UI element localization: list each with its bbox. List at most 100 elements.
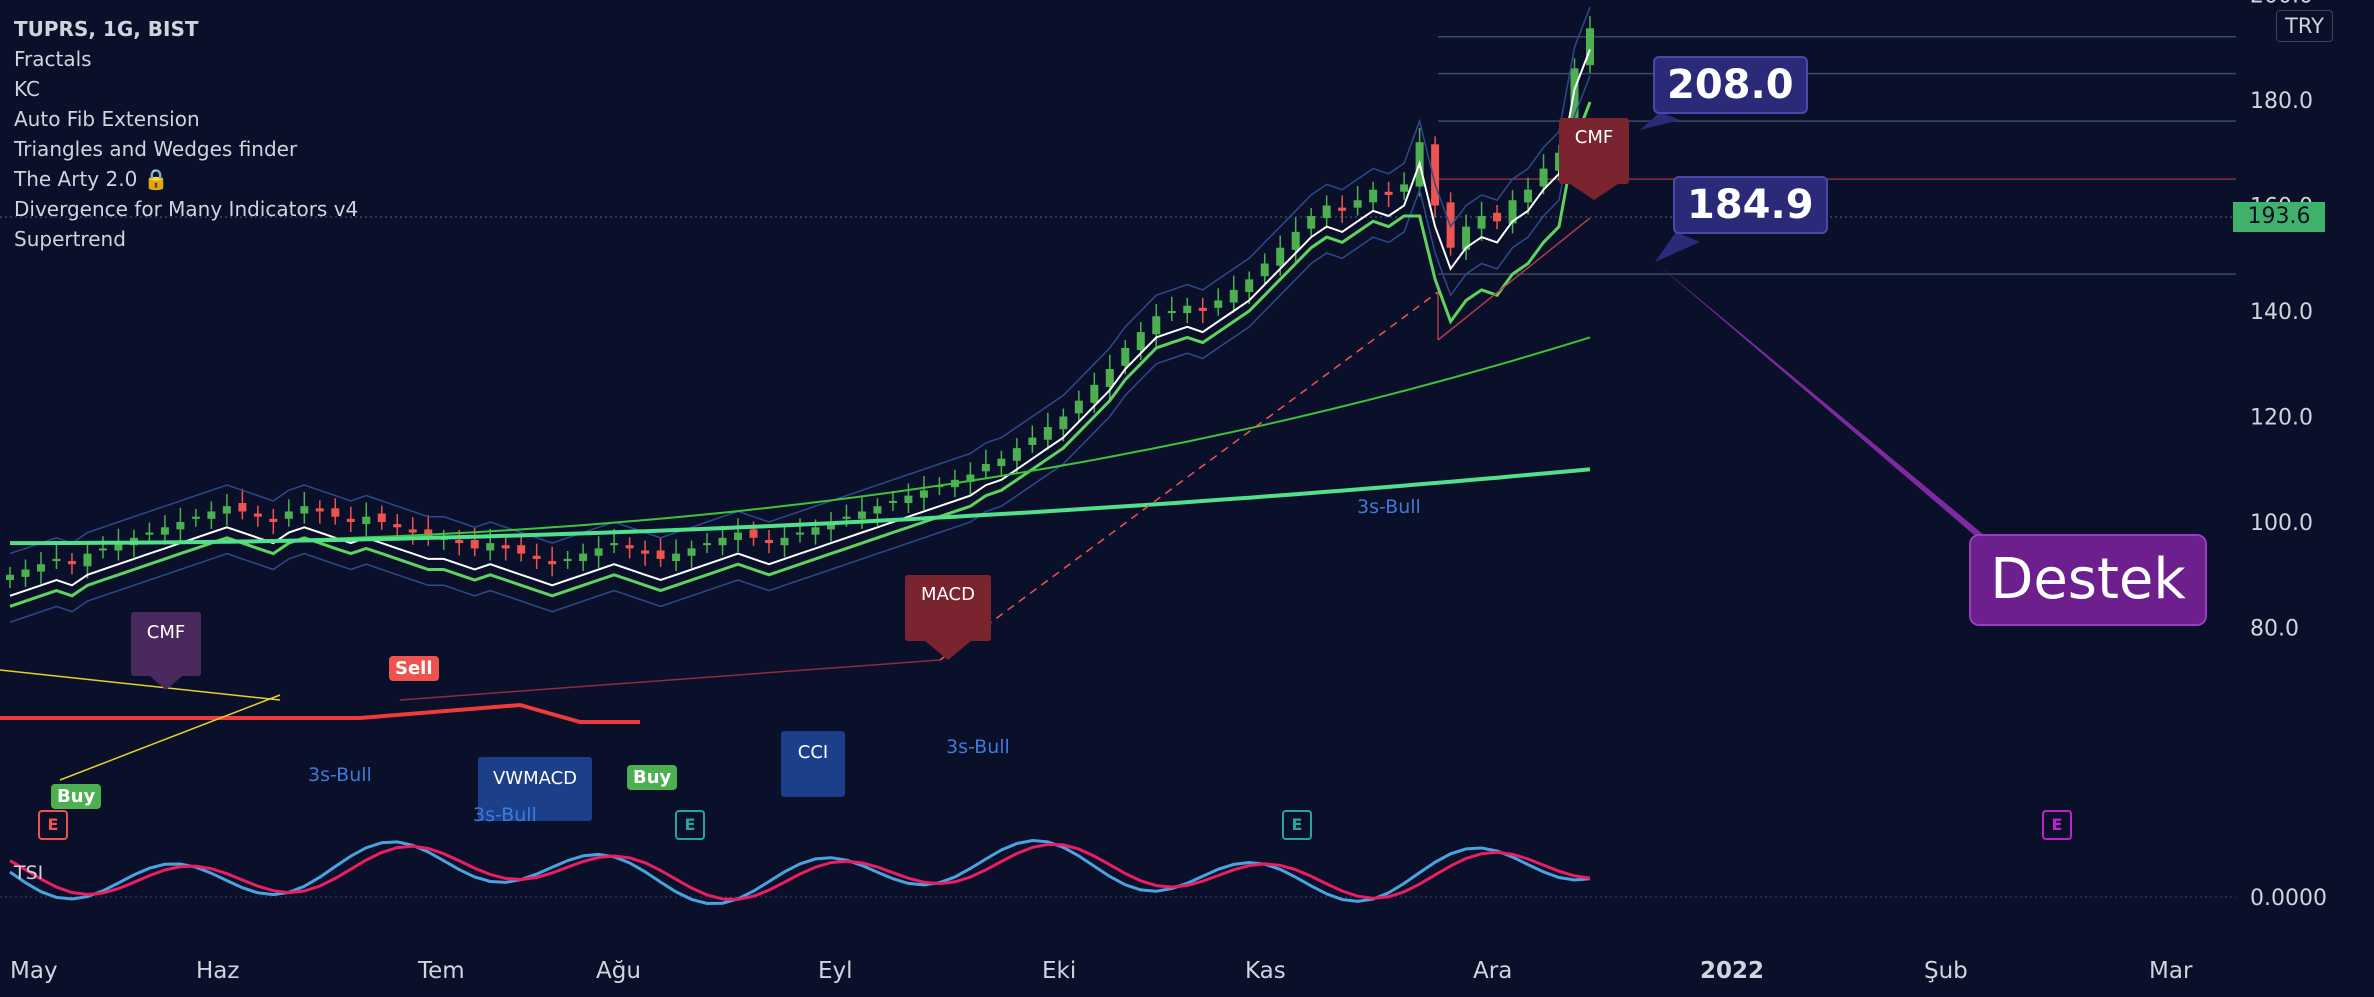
x-tick-label: Eki (1042, 958, 1076, 984)
candle-body (114, 543, 123, 551)
candle-body (269, 518, 278, 522)
candle-body (1229, 289, 1238, 303)
candle-body (83, 553, 92, 567)
candle-body (145, 532, 154, 535)
candle-body (1508, 200, 1517, 224)
divergence-line (1437, 217, 1591, 341)
macd-label: MACD (905, 575, 991, 641)
candle-body (981, 463, 990, 472)
x-tick-label: Şub (1924, 958, 1968, 984)
candle-body (734, 532, 743, 540)
candle-body (377, 513, 386, 522)
indicator-auto-fib[interactable]: Auto Fib Extension (14, 107, 200, 131)
candle-body (238, 503, 247, 512)
bull-label-2: 3s-Bull (473, 804, 537, 826)
candle-body (1276, 247, 1285, 266)
candle-body (842, 516, 851, 519)
earnings-e-icon-3[interactable]: E (1282, 810, 1312, 840)
candle-body (687, 548, 696, 556)
candle-body (966, 474, 975, 482)
y-tick-label: 100.0 (2250, 511, 2313, 536)
candle-body (1431, 144, 1440, 206)
indicator-arty[interactable]: The Arty 2.0 🔒 (14, 167, 169, 191)
candle-body (1167, 311, 1176, 314)
candle-body (563, 558, 572, 562)
candle-body (1307, 216, 1316, 229)
tsi-tick-label: 0.0000 (2250, 886, 2327, 911)
candle-body (1586, 28, 1594, 66)
candle-body (888, 500, 897, 504)
price-label-208: 208.0 (1653, 56, 1808, 114)
candle-body (455, 539, 464, 544)
candle-body (1338, 207, 1347, 211)
candle-body (548, 561, 557, 565)
cmf-left-arrow (150, 676, 182, 690)
pointer-184 (1655, 232, 1700, 262)
candle-body (98, 548, 107, 551)
triangle-lower-line (59, 694, 281, 781)
last-price-tag: 193.6 (2233, 202, 2325, 232)
x-tick-label: Tem (417, 958, 465, 984)
candle-body (656, 550, 665, 559)
symbol-title[interactable]: TUPRS, 1G, BIST (14, 17, 199, 41)
candle-body (749, 529, 758, 538)
tsi-signal-line (9, 838, 1591, 906)
candle-body (579, 553, 588, 562)
candle-body (160, 527, 169, 535)
candle-body (21, 569, 30, 577)
candle-body (672, 553, 681, 562)
candle-body (904, 495, 913, 504)
x-tick-label: Eyl (818, 958, 853, 984)
earnings-e-icon-4[interactable]: E (2042, 810, 2072, 840)
candle-body (517, 545, 526, 554)
indicator-triangles-wedges[interactable]: Triangles and Wedges finder (14, 137, 298, 161)
tsi-label[interactable]: TSI (14, 862, 44, 884)
candle-body (362, 516, 371, 525)
candle-body (1198, 307, 1207, 311)
candle-body (1493, 212, 1502, 222)
candle-body (1043, 427, 1052, 440)
candle-body (641, 550, 650, 554)
indicator-fractals[interactable]: Fractals (14, 47, 92, 71)
indicator-divergence[interactable]: Divergence for Many Indicators v4 (14, 197, 359, 221)
candle-body (1214, 300, 1223, 308)
indicator-kc[interactable]: KC (14, 77, 40, 101)
bull-label-1: 3s-Bull (308, 764, 372, 786)
candle-body (1183, 305, 1192, 314)
red-resistance-band (0, 702, 640, 724)
candle-body (919, 490, 928, 498)
y-tick-label: 140.0 (2250, 300, 2313, 325)
candle-body (36, 564, 45, 572)
candle-body (1570, 68, 1579, 155)
y-tick-label: 200.0 (2250, 0, 2313, 9)
candle-body (501, 545, 510, 549)
x-tick-label: Mar (2149, 958, 2193, 984)
earnings-e-icon-1[interactable]: E (38, 810, 68, 840)
cmf-label-left: CMF (131, 612, 201, 676)
currency-button[interactable]: TRY (2276, 10, 2333, 42)
candle-body (796, 532, 804, 535)
chart-legend: TUPRS, 1G, BIST Fractals KC Auto Fib Ext… (14, 14, 358, 254)
candle-body (191, 516, 200, 519)
candle-body (1121, 347, 1130, 366)
candle-body (857, 511, 866, 519)
candle-body (1539, 168, 1548, 187)
x-tick-label: Ağu (596, 958, 641, 984)
cmf-top-arrow (1570, 184, 1618, 200)
candle-body (176, 522, 185, 530)
x-tick-label: 2022 (1700, 958, 1764, 984)
price-label-184: 184.9 (1673, 176, 1828, 234)
cci-label: CCI (781, 731, 845, 797)
tsi-line (9, 842, 1591, 901)
candle-body (315, 508, 324, 512)
candle-body (222, 506, 231, 514)
candle-body (1090, 384, 1099, 403)
candle-body (1105, 369, 1114, 387)
earnings-e-icon-2[interactable]: E (675, 810, 705, 840)
triangle-upper-line (0, 669, 281, 701)
y-tick-label: 120.0 (2250, 406, 2313, 431)
keltner-upper (9, 6, 1591, 555)
indicator-supertrend[interactable]: Supertrend (14, 227, 126, 251)
candle-body (1028, 437, 1037, 445)
